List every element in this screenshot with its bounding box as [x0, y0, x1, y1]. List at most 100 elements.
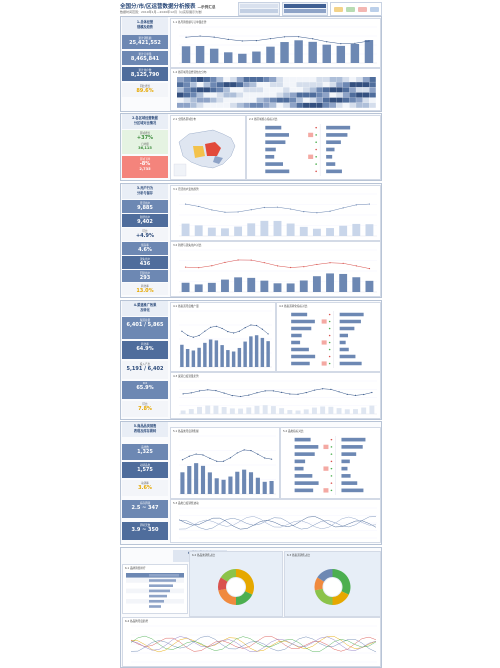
- heatmap-cell: [230, 92, 237, 98]
- chart-bar: [221, 279, 229, 292]
- heatmap-cell: [256, 82, 264, 88]
- heatmap-cell: [322, 92, 330, 98]
- series-point: [224, 211, 226, 213]
- chart-title: 6.2 各品类销售占比: [192, 554, 216, 557]
- bar-line-chart: [179, 310, 272, 368]
- chart-panel: 5.1 各品类月度销售额: [170, 427, 280, 499]
- series-point: [355, 204, 357, 206]
- heatmap-cell: [183, 77, 191, 82]
- heatmap-cell: [183, 92, 191, 98]
- chart-bar: [248, 472, 254, 494]
- heatmap-cell: [303, 97, 310, 103]
- series-point: [221, 327, 223, 330]
- channel-tag[interactable]: [370, 7, 379, 12]
- kpi-card: 库存周转 2.5 ~ 347: [122, 500, 168, 518]
- heatmap-cell: [289, 97, 297, 103]
- heatmap-cell: [203, 92, 210, 98]
- series-point: [263, 262, 265, 264]
- series-line: [130, 636, 377, 652]
- kpi-card: 品类数 1,325: [122, 444, 168, 460]
- chart-bar: [229, 408, 235, 414]
- section-heading: 4.渠道推广效果 及转化: [122, 301, 168, 316]
- time-filter[interactable]: [238, 2, 280, 16]
- series-point: [192, 336, 194, 338]
- highlight-tag: [321, 361, 327, 366]
- heatmap-cell: [223, 82, 230, 88]
- channel-filter[interactable]: [330, 2, 382, 16]
- chart-bar: [352, 223, 361, 236]
- chart-bar: [181, 282, 190, 292]
- heatmap-cell: [342, 92, 350, 98]
- chart-title: 5.1 各品类月度销售额: [173, 430, 199, 433]
- heatmap-cell: [349, 87, 356, 93]
- kpi-card: ROI 65.9%: [122, 381, 168, 399]
- donut-slice: [236, 569, 254, 595]
- series-point: [250, 449, 252, 452]
- chart-bar: [365, 224, 374, 236]
- chart-title: 1.1 各月销售额与订单量走势: [173, 21, 207, 24]
- heatmap-cell: [283, 87, 290, 93]
- chart-title: 4.3 渠道日度流量走势: [173, 375, 199, 378]
- heatmap-cell: [269, 87, 277, 93]
- heatmap-cell: [303, 92, 310, 98]
- series-point: [188, 455, 190, 457]
- chart-bar: [207, 472, 212, 494]
- series-point: [340, 43, 342, 45]
- chart-bar: [234, 277, 243, 292]
- series-point: [257, 453, 259, 455]
- heatmap-cell: [276, 82, 283, 88]
- table-panel: 6.1 品牌销售排行: [122, 564, 188, 614]
- chart-bar: [191, 350, 196, 367]
- chart-title: 6.3 各渠道销售占比: [287, 554, 311, 557]
- table-bar: [149, 589, 170, 593]
- heatmap-cell: [329, 97, 336, 103]
- heatmap-cell: [230, 102, 237, 108]
- chart-bar: [180, 472, 185, 494]
- chart-bar: [185, 348, 190, 367]
- heatmap-cell: [183, 87, 191, 93]
- chart-bar: [260, 280, 269, 292]
- heatmap-cell: [316, 87, 323, 93]
- bar-line-chart: [179, 435, 276, 495]
- chart-bar: [228, 476, 233, 494]
- heatmap-cell: [223, 97, 230, 103]
- series-point: [211, 209, 213, 211]
- kpi-card: 流失用户 436: [122, 256, 168, 269]
- heatmap-cell: [322, 77, 330, 82]
- series-point: [231, 394, 233, 397]
- heatmap-cell: [210, 92, 217, 98]
- heatmap-cell: [356, 92, 363, 98]
- heatmap-cell: [316, 82, 323, 88]
- series-point: [264, 390, 266, 392]
- chart-bar: [294, 445, 319, 449]
- region-filter[interactable]: [282, 2, 328, 16]
- chart-bar: [252, 51, 261, 63]
- heatmap-cell: [196, 82, 204, 88]
- channel-tag[interactable]: [334, 7, 343, 12]
- status-dot: [328, 341, 331, 344]
- highlight-tag: [308, 132, 314, 138]
- heatmap-cell: [309, 92, 317, 98]
- chart-bar: [352, 277, 361, 292]
- series-point: [250, 259, 252, 261]
- status-dot: [328, 362, 331, 365]
- chart-panel: 4.2 各渠道转化指标对比: [276, 302, 381, 372]
- channel-tag[interactable]: [358, 7, 367, 12]
- chart-title: 5.2 品类指标对比: [283, 430, 304, 433]
- series-point: [270, 458, 273, 460]
- series-point: [244, 327, 246, 329]
- kpi-card: 回流用户 293: [122, 270, 168, 282]
- heatmap-cell: [177, 87, 184, 93]
- highlight-tag: [321, 340, 327, 345]
- chart-bar: [299, 280, 308, 292]
- heatmap-cell: [196, 102, 204, 108]
- hbar-chart: [291, 311, 364, 368]
- channel-tag[interactable]: [346, 7, 355, 12]
- series-point: [281, 391, 283, 393]
- section-overall: 1.总体经营 规模及趋势 累计销售额 25,421,552 累计订单量 8,46…: [120, 16, 382, 112]
- heatmap-cell: [283, 82, 290, 88]
- heatmap-cell: [362, 87, 370, 93]
- donut-slice: [314, 577, 325, 591]
- heatmap-cell: [303, 77, 310, 82]
